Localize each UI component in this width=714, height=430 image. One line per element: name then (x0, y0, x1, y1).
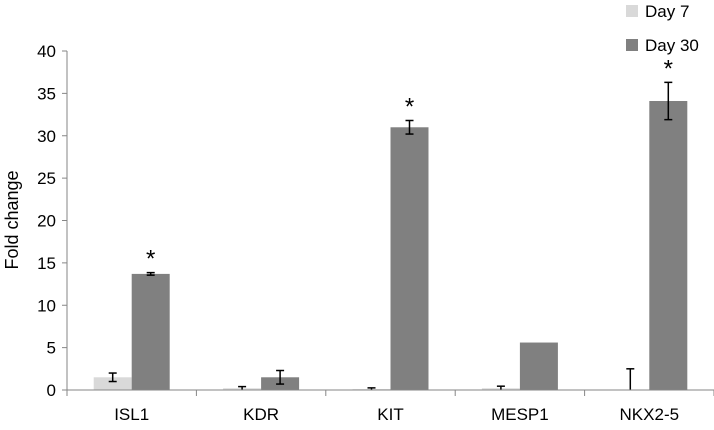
y-tick-label: 25 (37, 169, 56, 188)
legend-label: Day 7 (645, 2, 689, 21)
x-tick-label: KDR (243, 405, 279, 424)
y-axis-title: Fold change (2, 170, 22, 269)
x-tick-label: MESP1 (491, 405, 549, 424)
legend-swatch (626, 39, 638, 51)
legend: Day 7 Day 30 (626, 2, 699, 55)
bar (649, 101, 688, 390)
x-tick-label: ISL1 (114, 405, 149, 424)
bars (93, 101, 688, 391)
y-tick-label: 15 (37, 254, 56, 273)
bar (390, 127, 429, 391)
y-axis-ticks: 0 5 10 15 20 25 30 35 40 (37, 42, 67, 400)
significance-star: * (664, 55, 673, 82)
legend-swatch (626, 5, 638, 17)
bar (93, 377, 132, 390)
y-tick-label: 40 (37, 42, 56, 61)
legend-label: Day 30 (645, 36, 699, 55)
bar (519, 342, 558, 390)
y-tick-label: 10 (37, 296, 56, 315)
significance-markers: * * * (146, 55, 673, 272)
significance-star: * (405, 93, 414, 120)
x-tick-label: KIT (377, 405, 403, 424)
y-tick-label: 20 (37, 212, 56, 231)
y-tick-label: 0 (47, 381, 56, 400)
y-tick-label: 5 (47, 339, 56, 358)
x-tick-label: NKX2-5 (620, 405, 680, 424)
y-tick-label: 35 (37, 84, 56, 103)
axes (66, 51, 714, 391)
significance-star: * (146, 246, 155, 273)
x-axis-ticks: ISL1 KDR KIT MESP1 NKX2-5 (66, 390, 714, 424)
bar (131, 273, 170, 390)
y-tick-label: 30 (37, 127, 56, 146)
